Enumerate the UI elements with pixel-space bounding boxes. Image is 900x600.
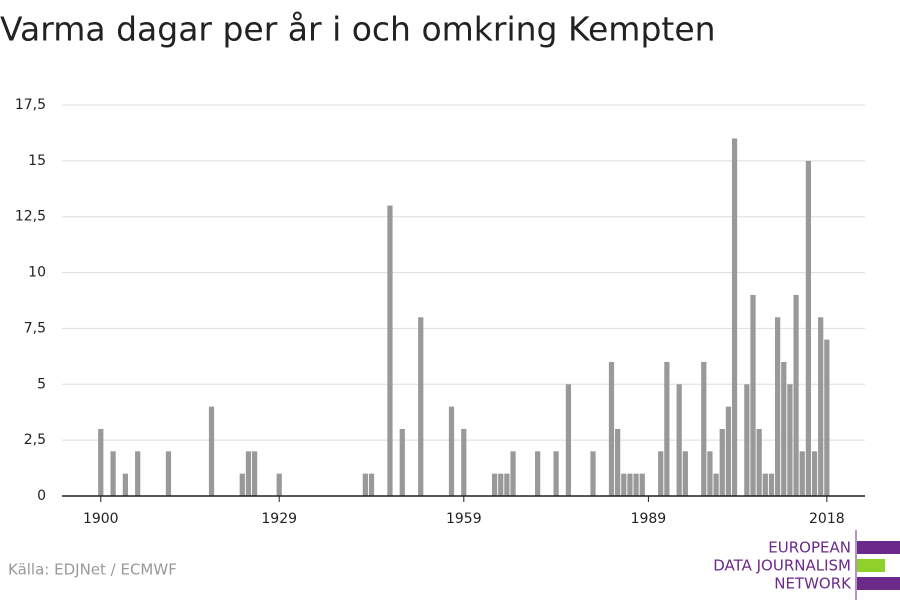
bar	[615, 428, 621, 496]
bar	[510, 451, 516, 496]
bar	[719, 428, 725, 496]
bar	[498, 473, 504, 496]
bar	[98, 428, 104, 496]
chart-title: Varma dagar per år i och omkring Kempten	[0, 10, 716, 49]
bar	[553, 451, 559, 496]
bar	[399, 428, 405, 496]
bar	[775, 317, 781, 496]
bar	[627, 473, 633, 496]
bar	[799, 451, 805, 496]
bar	[535, 451, 541, 496]
bar	[608, 361, 615, 496]
bar	[387, 205, 393, 497]
bar	[744, 384, 750, 496]
bar	[251, 451, 258, 496]
bar	[676, 384, 682, 496]
bar	[756, 428, 762, 496]
logo-bar	[857, 559, 885, 572]
x-tick-label: 1929	[261, 511, 297, 527]
bar	[621, 473, 627, 496]
bar	[731, 138, 738, 496]
bar	[658, 451, 664, 496]
bar	[239, 473, 245, 496]
bar	[448, 406, 455, 496]
bar	[725, 406, 732, 496]
bar	[276, 473, 282, 496]
bar	[818, 317, 824, 496]
bar	[824, 339, 830, 496]
bar	[768, 473, 775, 496]
x-tick-label: 2018	[809, 511, 845, 527]
bar	[491, 473, 498, 496]
bar	[368, 473, 375, 496]
logo-text: DATA JOURNALISM	[713, 557, 851, 575]
bar	[811, 451, 818, 496]
bar	[682, 451, 688, 496]
bar	[805, 160, 812, 496]
bar	[461, 428, 467, 496]
y-tick-label: 15	[28, 153, 46, 169]
bar	[122, 473, 128, 496]
bar	[781, 361, 787, 496]
bar	[165, 451, 172, 496]
bar	[135, 451, 141, 496]
bar	[750, 294, 756, 496]
source: Källa: EDJNet / ECMWF	[8, 561, 177, 579]
bar	[664, 361, 670, 496]
y-tick-label: 10	[28, 265, 46, 281]
bar	[208, 406, 215, 496]
bar	[362, 473, 368, 496]
y-tick-label: 5	[37, 376, 46, 392]
bar	[762, 473, 768, 496]
y-tick-label: 7,5	[24, 320, 46, 336]
bar	[633, 473, 639, 496]
y-tick-label: 2,5	[24, 432, 46, 448]
y-tick-label: 12,5	[15, 209, 46, 225]
bar	[713, 473, 719, 496]
y-tick-label: 0	[37, 488, 46, 504]
bar	[418, 317, 424, 496]
logo-bar	[857, 577, 900, 590]
x-tick-label: 1989	[631, 511, 667, 527]
bar	[639, 473, 645, 496]
bar	[245, 451, 252, 496]
bar	[504, 473, 510, 496]
bar	[701, 361, 707, 496]
bar	[565, 384, 572, 496]
bar	[793, 294, 799, 496]
logo-text: NETWORK	[774, 575, 852, 593]
bar	[787, 384, 793, 496]
logo-text: EUROPEAN	[768, 539, 851, 557]
x-tick-label: 1959	[446, 511, 482, 527]
bar	[110, 451, 116, 496]
bar	[590, 451, 596, 496]
logo-bar	[857, 541, 900, 554]
bar	[707, 451, 713, 496]
y-tick-label: 17,5	[15, 97, 46, 113]
x-tick-label: 1900	[83, 511, 119, 527]
